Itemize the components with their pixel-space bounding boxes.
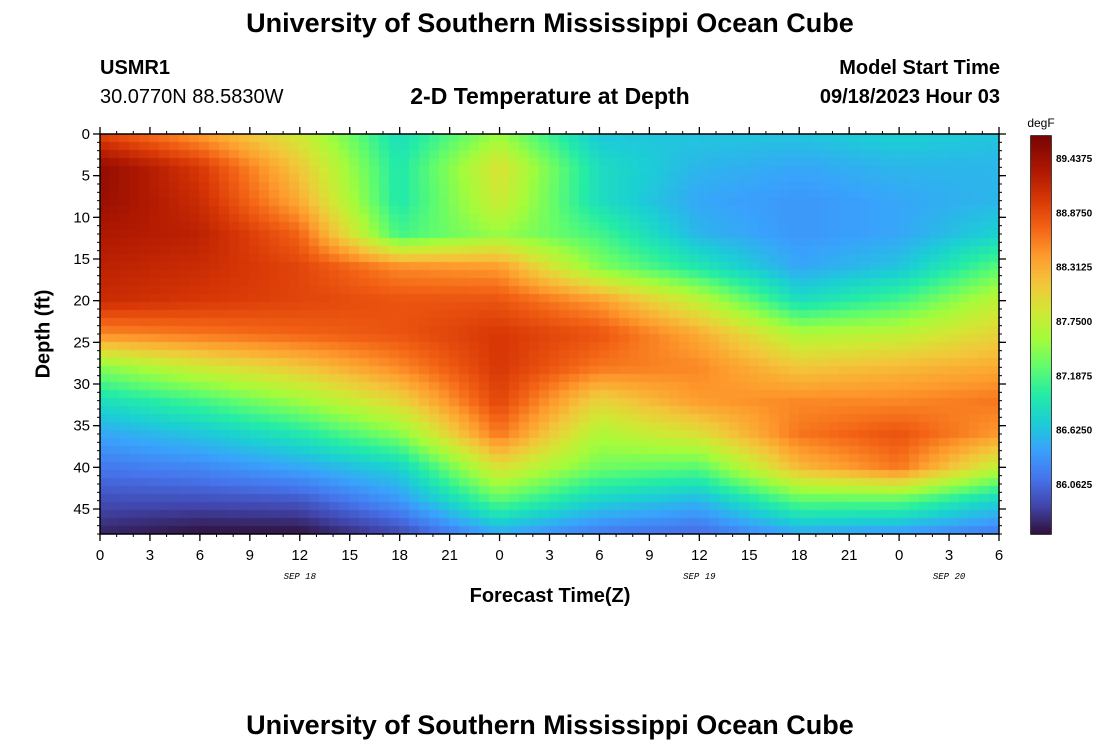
y-tick-label: 45 [73, 501, 90, 518]
heatmap-plot-area [100, 134, 999, 534]
colorbar-gradient [1031, 136, 1051, 534]
x-date-label: SEP 18 [284, 572, 317, 582]
station-coordinates: 30.0770N 88.5830W [100, 86, 284, 108]
colorbar-tick-label: 87.1875 [1056, 371, 1093, 382]
page-title: University of Southern Mississippi Ocean… [246, 8, 854, 38]
x-tick-label: 21 [441, 547, 458, 564]
y-tick-label: 40 [73, 459, 90, 476]
y-tick-label: 15 [73, 251, 90, 268]
chart-title: 2-D Temperature at Depth [410, 83, 690, 109]
colorbar-unit-label: degF [1027, 116, 1054, 130]
y-tick-label: 5 [82, 168, 90, 185]
colorbar-tick-label: 86.6250 [1056, 426, 1093, 437]
plot-axes: 0 3 6 9 12 15 18 21 0 3 6 9 12 15 18 21 0 3 6 SEP 18 SEP 19 S… [73, 116, 1093, 582]
x-tick-label: 15 [741, 547, 758, 564]
x-tick-label: 6 [995, 547, 1003, 564]
x-tick-label: 0 [96, 547, 104, 564]
x-axis-label: Forecast Time(Z) [469, 585, 631, 607]
temperature-heatmap [100, 134, 999, 534]
x-date-label: SEP 19 [683, 572, 716, 582]
x-tick-label: 0 [495, 547, 503, 564]
x-tick-label: 9 [645, 547, 653, 564]
colorbar-tick-label: 87.7500 [1056, 317, 1093, 328]
x-tick-label: 3 [545, 547, 553, 564]
x-tick-label: 15 [341, 547, 358, 564]
colorbar-tick-label: 88.8750 [1056, 208, 1093, 219]
y-tick-label: 35 [73, 418, 90, 435]
x-tick-label: 3 [945, 547, 953, 564]
y-tick-label: 25 [73, 334, 90, 351]
x-date-label: SEP 20 [933, 572, 966, 582]
colorbar-tick-label: 89.4375 [1056, 154, 1093, 165]
colorbar-tick-label: 86.0625 [1056, 480, 1093, 491]
x-tick-label: 6 [595, 547, 603, 564]
x-tick-label: 0 [895, 547, 903, 564]
station-id: USMR1 [100, 57, 171, 79]
x-tick-label: 6 [196, 547, 204, 564]
model-start-value: 09/18/2023 Hour 03 [819, 86, 1000, 108]
y-tick-label: 20 [73, 293, 90, 310]
x-tick-label: 9 [246, 547, 254, 564]
plot-frame [99, 133, 1000, 535]
model-start-label: Model Start Time [839, 57, 1000, 79]
y-tick-label: 10 [73, 209, 90, 226]
x-tick-label: 21 [841, 547, 858, 564]
x-tick-label: 18 [791, 547, 808, 564]
y-tick-label: 30 [73, 376, 90, 393]
x-tick-label: 12 [291, 547, 308, 564]
footer-title: University of Southern Mississippi Ocean… [246, 710, 854, 740]
colorbar-tick-label: 88.3125 [1056, 263, 1093, 274]
y-tick-label: 0 [82, 126, 90, 143]
x-tick-label: 12 [691, 547, 708, 564]
x-tick-label: 3 [146, 547, 154, 564]
x-tick-label: 18 [391, 547, 408, 564]
